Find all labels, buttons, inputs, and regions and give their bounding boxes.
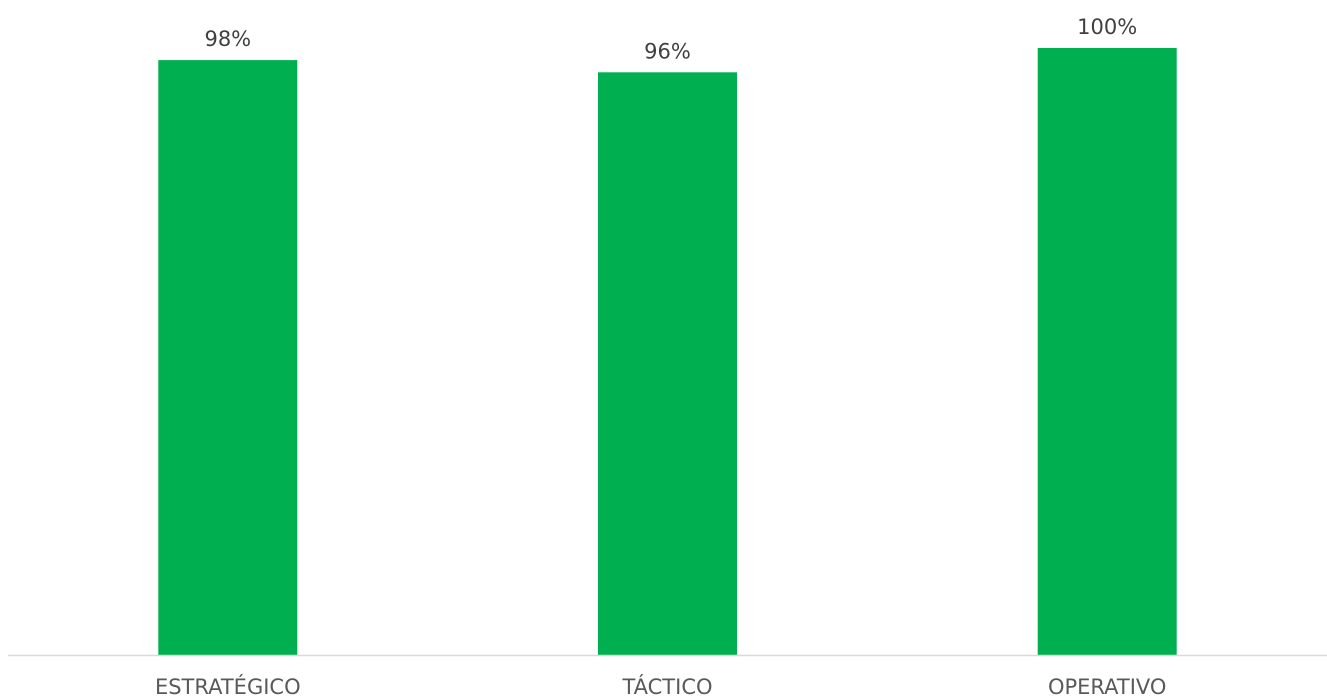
- tick-labels-layer: ESTRATÉGICO TÁCTICO OPERATIVO: [155, 674, 1166, 698]
- x-tick-label: TÁCTICO: [621, 674, 712, 698]
- data-label: 100%: [1077, 15, 1137, 39]
- x-tick-label: ESTRATÉGICO: [155, 674, 301, 698]
- data-label: 98%: [204, 27, 251, 51]
- data-labels-layer: 98% 96% 100%: [204, 15, 1137, 63]
- data-label: 96%: [644, 39, 691, 63]
- x-tick-label: OPERATIVO: [1048, 675, 1166, 698]
- bar: [158, 60, 298, 656]
- bar: [598, 72, 737, 656]
- bars-layer: [158, 48, 1177, 656]
- bar: [1037, 48, 1177, 655]
